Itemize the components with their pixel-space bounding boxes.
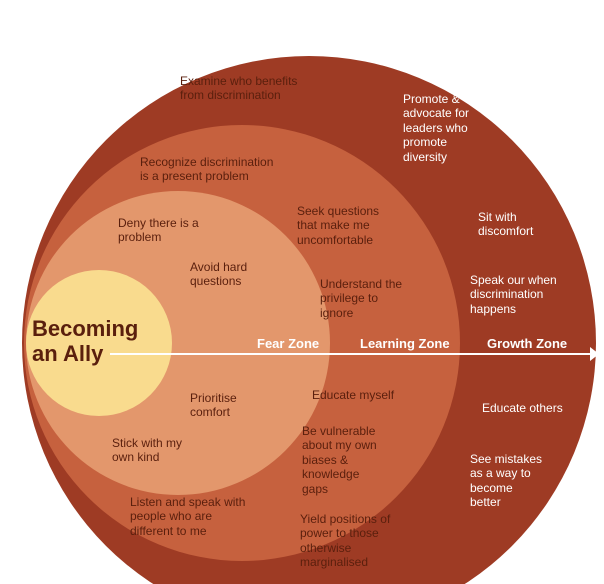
zone-label-fear: Fear Zone bbox=[257, 336, 319, 351]
zone-label-learning: Learning Zone bbox=[360, 336, 450, 351]
item-learning: Be vulnerableabout my ownbiases &knowled… bbox=[302, 424, 442, 496]
item-learning: Educate myself bbox=[312, 388, 452, 402]
item-growth: Promote &advocate forleaders whopromoted… bbox=[403, 92, 523, 164]
diagram-title: Becomingan Ally bbox=[32, 316, 138, 367]
item-growth: Speak our whendiscriminationhappens bbox=[470, 273, 604, 316]
item-growth: Educate others bbox=[482, 401, 602, 415]
ally-zones-diagram: Becomingan Ally Fear Zone Learning Zone … bbox=[0, 0, 604, 584]
item-fear: Deny there is aproblem bbox=[118, 216, 248, 245]
zone-label-growth: Growth Zone bbox=[487, 336, 567, 351]
item-learning: Yield positions ofpower to thoseotherwis… bbox=[300, 512, 460, 570]
item-learning: Examine who benefitsfrom discrimination bbox=[180, 74, 370, 103]
item-growth: See mistakesas a way tobecomebetter bbox=[470, 452, 590, 510]
axis-arrowhead bbox=[590, 347, 599, 361]
item-growth: Sit withdiscomfort bbox=[478, 210, 588, 239]
item-learning: Seek questionsthat make meuncomfortable bbox=[297, 204, 437, 247]
item-fear: Avoid hardquestions bbox=[190, 260, 300, 289]
item-learning: Listen and speak withpeople who arediffe… bbox=[130, 495, 320, 538]
item-fear: Stick with myown kind bbox=[112, 436, 242, 465]
axis-line bbox=[110, 353, 590, 355]
item-learning: Recognize discriminationis a present pro… bbox=[140, 155, 350, 184]
item-learning: Understand theprivilege toignore bbox=[320, 277, 455, 320]
item-fear: Prioritisecomfort bbox=[190, 391, 300, 420]
